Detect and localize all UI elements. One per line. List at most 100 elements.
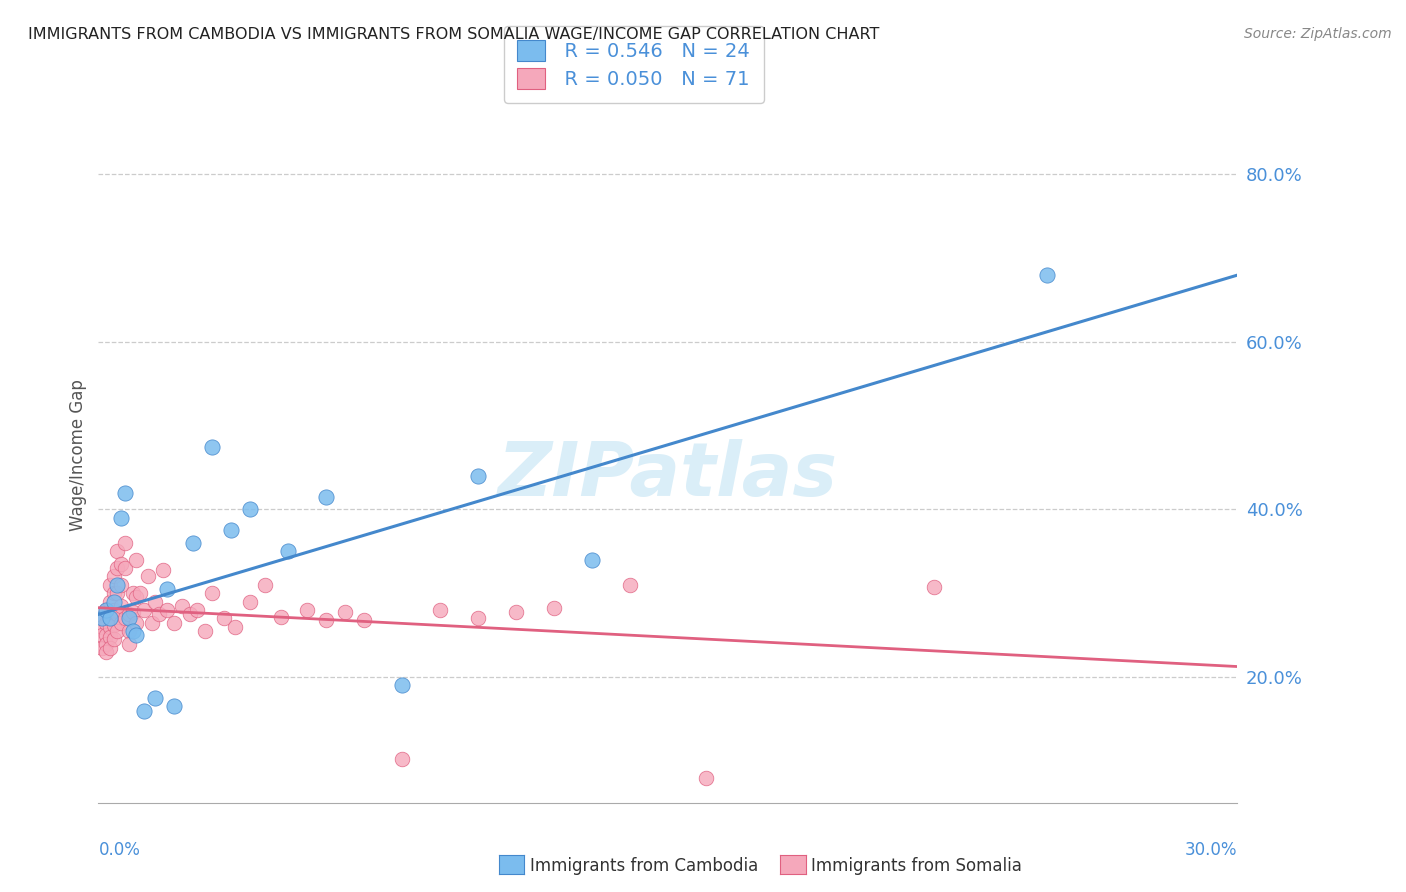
Point xyxy=(98,611,121,625)
Point xyxy=(103,618,125,632)
Point xyxy=(156,603,179,617)
Point xyxy=(221,524,243,538)
Point xyxy=(239,594,262,608)
Point xyxy=(297,603,319,617)
Point xyxy=(98,640,121,655)
Point xyxy=(110,578,132,592)
Point xyxy=(107,544,129,558)
Y-axis label: Wage/Income Gap: Wage/Income Gap xyxy=(69,379,87,531)
Point xyxy=(179,607,201,622)
Point xyxy=(125,615,148,630)
Point xyxy=(103,569,125,583)
Point xyxy=(224,620,246,634)
Point xyxy=(335,605,357,619)
Point xyxy=(125,628,148,642)
Point xyxy=(107,607,129,622)
Text: Source: ZipAtlas.com: Source: ZipAtlas.com xyxy=(1244,27,1392,41)
Point xyxy=(121,586,143,600)
Point xyxy=(467,468,489,483)
Point xyxy=(619,578,641,592)
Point xyxy=(98,620,121,634)
Point xyxy=(114,611,136,625)
Point xyxy=(103,594,125,608)
Point xyxy=(94,636,117,650)
Point xyxy=(277,544,299,558)
Point xyxy=(922,580,945,594)
Point xyxy=(98,607,121,622)
Point xyxy=(581,552,603,566)
Point xyxy=(91,640,114,655)
Point xyxy=(118,607,141,622)
Point xyxy=(91,620,114,634)
Point xyxy=(125,591,148,605)
Point xyxy=(170,599,193,613)
Point xyxy=(98,594,121,608)
Point xyxy=(94,603,117,617)
Point xyxy=(163,699,186,714)
Point xyxy=(1036,268,1059,282)
Point xyxy=(110,510,132,524)
Point xyxy=(270,609,292,624)
Point xyxy=(201,440,224,454)
Point xyxy=(98,578,121,592)
Text: 0.0%: 0.0% xyxy=(98,841,141,859)
Point xyxy=(94,628,117,642)
Point xyxy=(98,630,121,644)
Legend:   R = 0.546   N = 24,   R = 0.050   N = 71: R = 0.546 N = 24, R = 0.050 N = 71 xyxy=(503,26,763,103)
Text: IMMIGRANTS FROM CAMBODIA VS IMMIGRANTS FROM SOMALIA WAGE/INCOME GAP CORRELATION : IMMIGRANTS FROM CAMBODIA VS IMMIGRANTS F… xyxy=(28,27,880,42)
Point xyxy=(103,632,125,647)
Point xyxy=(103,603,125,617)
Point xyxy=(152,563,174,577)
Point xyxy=(156,582,179,596)
Point xyxy=(118,636,141,650)
Point xyxy=(114,561,136,575)
Point xyxy=(141,615,163,630)
Point xyxy=(136,569,159,583)
Point xyxy=(315,613,337,627)
Point xyxy=(163,615,186,630)
Point xyxy=(254,578,277,592)
Point xyxy=(183,536,205,550)
Point xyxy=(103,586,125,600)
Point xyxy=(194,624,217,638)
Point xyxy=(201,586,224,600)
Point xyxy=(429,603,451,617)
Point xyxy=(121,605,143,619)
Point xyxy=(110,615,132,630)
Text: 30.0%: 30.0% xyxy=(1185,841,1237,859)
Point xyxy=(132,603,155,617)
Point xyxy=(239,502,262,516)
Point xyxy=(91,628,114,642)
Point xyxy=(391,678,413,692)
Point xyxy=(121,624,143,638)
Point xyxy=(145,691,167,706)
Point xyxy=(145,594,167,608)
Point xyxy=(94,615,117,630)
Point xyxy=(543,601,565,615)
Point xyxy=(315,490,337,504)
Point xyxy=(114,536,136,550)
Point xyxy=(110,599,132,613)
Point xyxy=(148,607,170,622)
Point xyxy=(107,561,129,575)
Point xyxy=(91,611,114,625)
Point xyxy=(110,557,132,571)
Point xyxy=(505,605,527,619)
Point xyxy=(94,603,117,617)
Text: Immigrants from Somalia: Immigrants from Somalia xyxy=(811,857,1022,875)
Point xyxy=(132,704,155,718)
Point xyxy=(125,552,148,566)
Point xyxy=(107,624,129,638)
Point xyxy=(129,586,152,600)
Point xyxy=(118,611,141,625)
Point xyxy=(114,485,136,500)
Point xyxy=(107,586,129,600)
Point xyxy=(391,752,413,766)
Point xyxy=(353,613,375,627)
Text: ZIPatlas: ZIPatlas xyxy=(498,439,838,512)
Text: Immigrants from Cambodia: Immigrants from Cambodia xyxy=(530,857,758,875)
Point xyxy=(91,611,114,625)
Point xyxy=(212,611,235,625)
Point xyxy=(186,603,208,617)
Point xyxy=(118,624,141,638)
